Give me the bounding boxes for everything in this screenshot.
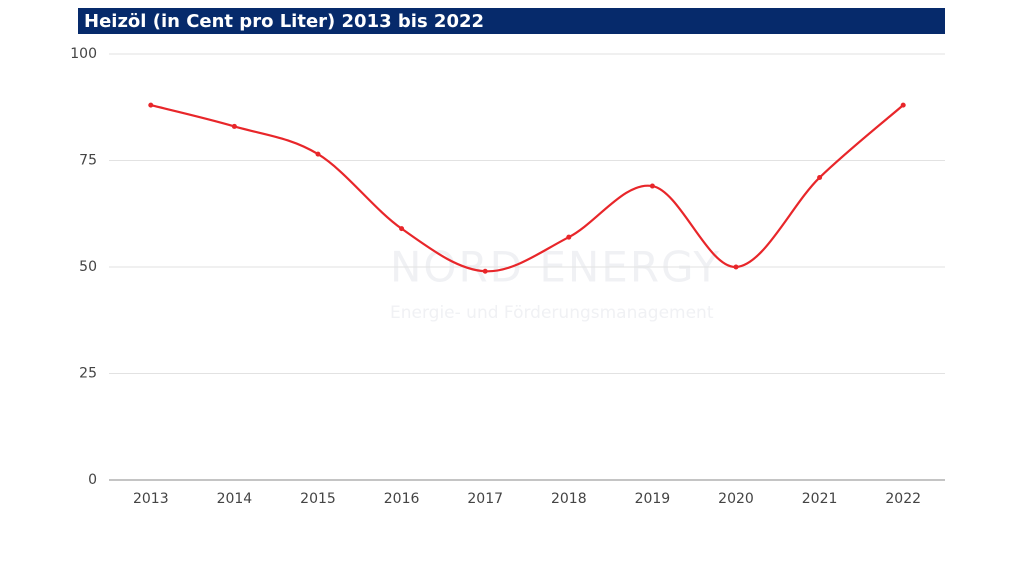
point xyxy=(482,268,488,274)
point xyxy=(733,264,739,270)
x-tick-label: 2022 xyxy=(885,491,921,507)
x-tick-label: 2019 xyxy=(635,491,671,507)
point xyxy=(231,123,237,129)
x-tick-label: 2014 xyxy=(217,491,253,507)
x-tick-label: 2017 xyxy=(467,491,503,507)
y-tick-label: 0 xyxy=(88,472,97,488)
y-tick-label: 100 xyxy=(70,46,97,62)
y-tick-label: 50 xyxy=(79,259,97,275)
point xyxy=(315,151,321,157)
x-tick-label: 2013 xyxy=(133,491,169,507)
point xyxy=(566,234,572,240)
line xyxy=(150,104,904,273)
x-tick-label: 2016 xyxy=(384,491,420,507)
y-tick-label: 25 xyxy=(79,366,97,382)
point xyxy=(900,102,906,108)
point xyxy=(817,175,823,181)
x-tick-label: 2015 xyxy=(300,491,336,507)
point xyxy=(148,102,154,108)
point xyxy=(649,183,655,189)
chart-title: Heizöl (in Cent pro Liter) 2013 bis 2022 xyxy=(84,11,484,32)
y-tick-label: 75 xyxy=(79,153,97,169)
watermark-tagline: Energie- und Förderungsmanagement xyxy=(390,303,714,323)
x-tick-label: 2021 xyxy=(802,491,838,507)
x-tick-label: 2018 xyxy=(551,491,587,507)
title-bar xyxy=(78,8,945,34)
point xyxy=(399,226,405,232)
x-tick-label: 2020 xyxy=(718,491,754,507)
